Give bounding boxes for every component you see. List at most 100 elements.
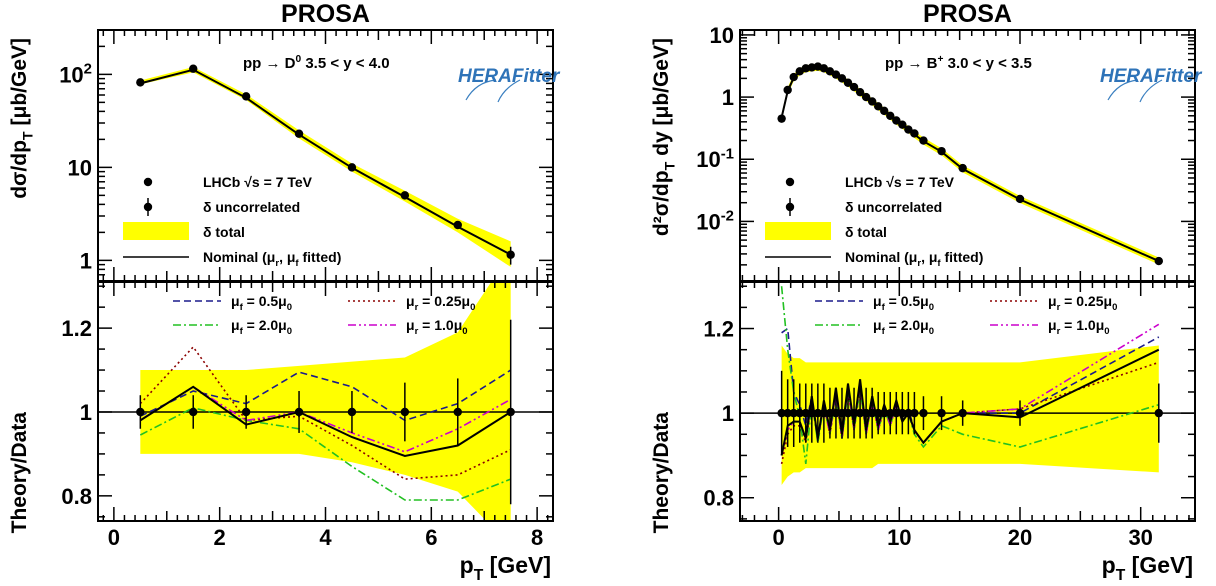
data-point [843, 78, 853, 87]
herafitter-logo: HERAFitter [458, 66, 561, 103]
legend-band [765, 222, 831, 240]
legend-label: μr​ = 1.0μ0​ [1048, 317, 1110, 337]
y-tick-label: 1.2 [61, 316, 92, 341]
y-tick-label: 1 [722, 401, 734, 426]
x-axis-label: pT​ [GeV] [1102, 552, 1193, 584]
legend-marker [143, 202, 153, 212]
data-point [783, 408, 792, 418]
data-point [880, 106, 889, 116]
data-point [861, 408, 871, 418]
data-point [825, 408, 835, 418]
data-point [898, 408, 907, 418]
data-point [347, 407, 357, 417]
data-point [1015, 408, 1025, 418]
data-point [867, 408, 877, 418]
y-tick-label: 1 [80, 248, 92, 273]
data-point [958, 408, 967, 418]
y-axis-label: d²σ/dpT​ dy [μb/GeV] [650, 38, 678, 236]
legend-marker [785, 177, 795, 187]
data-point [873, 408, 883, 418]
y-axis-label: Theory/Data [8, 412, 31, 534]
series-line-solid [139, 385, 512, 458]
data-point [453, 220, 462, 230]
data-point [873, 102, 883, 111]
data-point [898, 120, 907, 129]
data-point [892, 408, 901, 418]
plot-area [136, 64, 515, 267]
x-tick-label: 2 [214, 525, 226, 550]
uncertainty-band [140, 67, 511, 267]
legend-label: δ uncorrelated [203, 199, 300, 215]
legend-label: μf​ = 0.5μ0​ [873, 293, 934, 313]
x-tick-label: 8 [531, 525, 543, 550]
x-tick-label: 0 [772, 525, 784, 550]
y-tick-label: 10-1​ [696, 145, 734, 172]
data-point [294, 129, 304, 138]
data-point [777, 114, 786, 123]
series-line-dashdot [139, 406, 511, 501]
logo-text: HERAFitter [458, 66, 561, 87]
data-point [867, 97, 877, 106]
data-point [1154, 408, 1163, 418]
plot-area [98, 282, 553, 521]
herafitter-logo: HERAFitter [1100, 66, 1203, 103]
series-line-dashdotdot [139, 385, 512, 453]
nominal-line [140, 68, 512, 256]
data-point [783, 85, 792, 95]
logo-swoosh [1139, 79, 1163, 103]
data-point [880, 408, 889, 418]
data-point [506, 407, 515, 417]
y-tick-label: 1 [80, 400, 92, 425]
data-point [855, 87, 865, 97]
legend-label: LHCb √s = 7 TeV [203, 174, 313, 190]
legend-label: δ total [203, 224, 245, 240]
data-point [506, 250, 515, 259]
data-point [807, 408, 817, 418]
x-tick-label: 10 [887, 525, 911, 550]
logo-swoosh [1107, 79, 1139, 101]
plot-area [740, 286, 1195, 486]
data-point [777, 408, 786, 418]
y-axis-label: Theory/Data [650, 412, 673, 534]
x-tick-label: 0 [108, 525, 120, 550]
series-line-dotted [139, 345, 512, 480]
legend-label: μf​ = 0.5μ0​ [231, 293, 292, 313]
legend-label: δ total [845, 224, 887, 240]
data-point [831, 408, 841, 418]
y-axis-label: dσ/dpT​ [μb/GeV] [8, 38, 36, 199]
data-point [910, 408, 919, 418]
y-tick-label: 0.8 [61, 484, 92, 509]
data-point [819, 408, 829, 418]
y-tick-label: 0.8 [703, 486, 734, 511]
legend-label: LHCb √s = 7 TeV [845, 174, 955, 190]
legend-label: δ uncorrelated [845, 199, 942, 215]
data-point [241, 407, 251, 417]
y-tick-label: 1 [722, 85, 734, 110]
uncertainty-band [781, 63, 1159, 265]
legend-label: Nominal (μr​, μf​ fitted) [845, 249, 983, 269]
legend-band [123, 222, 189, 240]
data-point [958, 163, 967, 173]
legend-label: μr​ = 0.25μ0​ [406, 293, 475, 313]
data-point [910, 129, 919, 138]
data-point [136, 78, 145, 87]
data-point [919, 136, 928, 145]
data-point [813, 408, 823, 418]
uncertainty-band [781, 345, 1159, 486]
logo-text: HERAFitter [1100, 66, 1203, 87]
legend-label: μr​ = 1.0μ0​ [406, 317, 468, 337]
data-point [837, 74, 847, 83]
process-annotation: pp → D0​ 3.5 < y < 4.0 [243, 54, 390, 72]
x-tick-label: 20 [1008, 525, 1032, 550]
data-point [849, 408, 859, 418]
data-point [849, 82, 859, 92]
data-point [904, 125, 913, 134]
panel-left-bottom: 0.8 1 1.2 0 2 4 6 8pT​ [GeV] Theory/Data μf​ = 0.… [8, 281, 554, 584]
logo-swoosh [465, 79, 497, 101]
data-point [453, 407, 462, 417]
data-point [189, 64, 198, 73]
data-point [294, 407, 304, 417]
data-point [937, 146, 946, 156]
